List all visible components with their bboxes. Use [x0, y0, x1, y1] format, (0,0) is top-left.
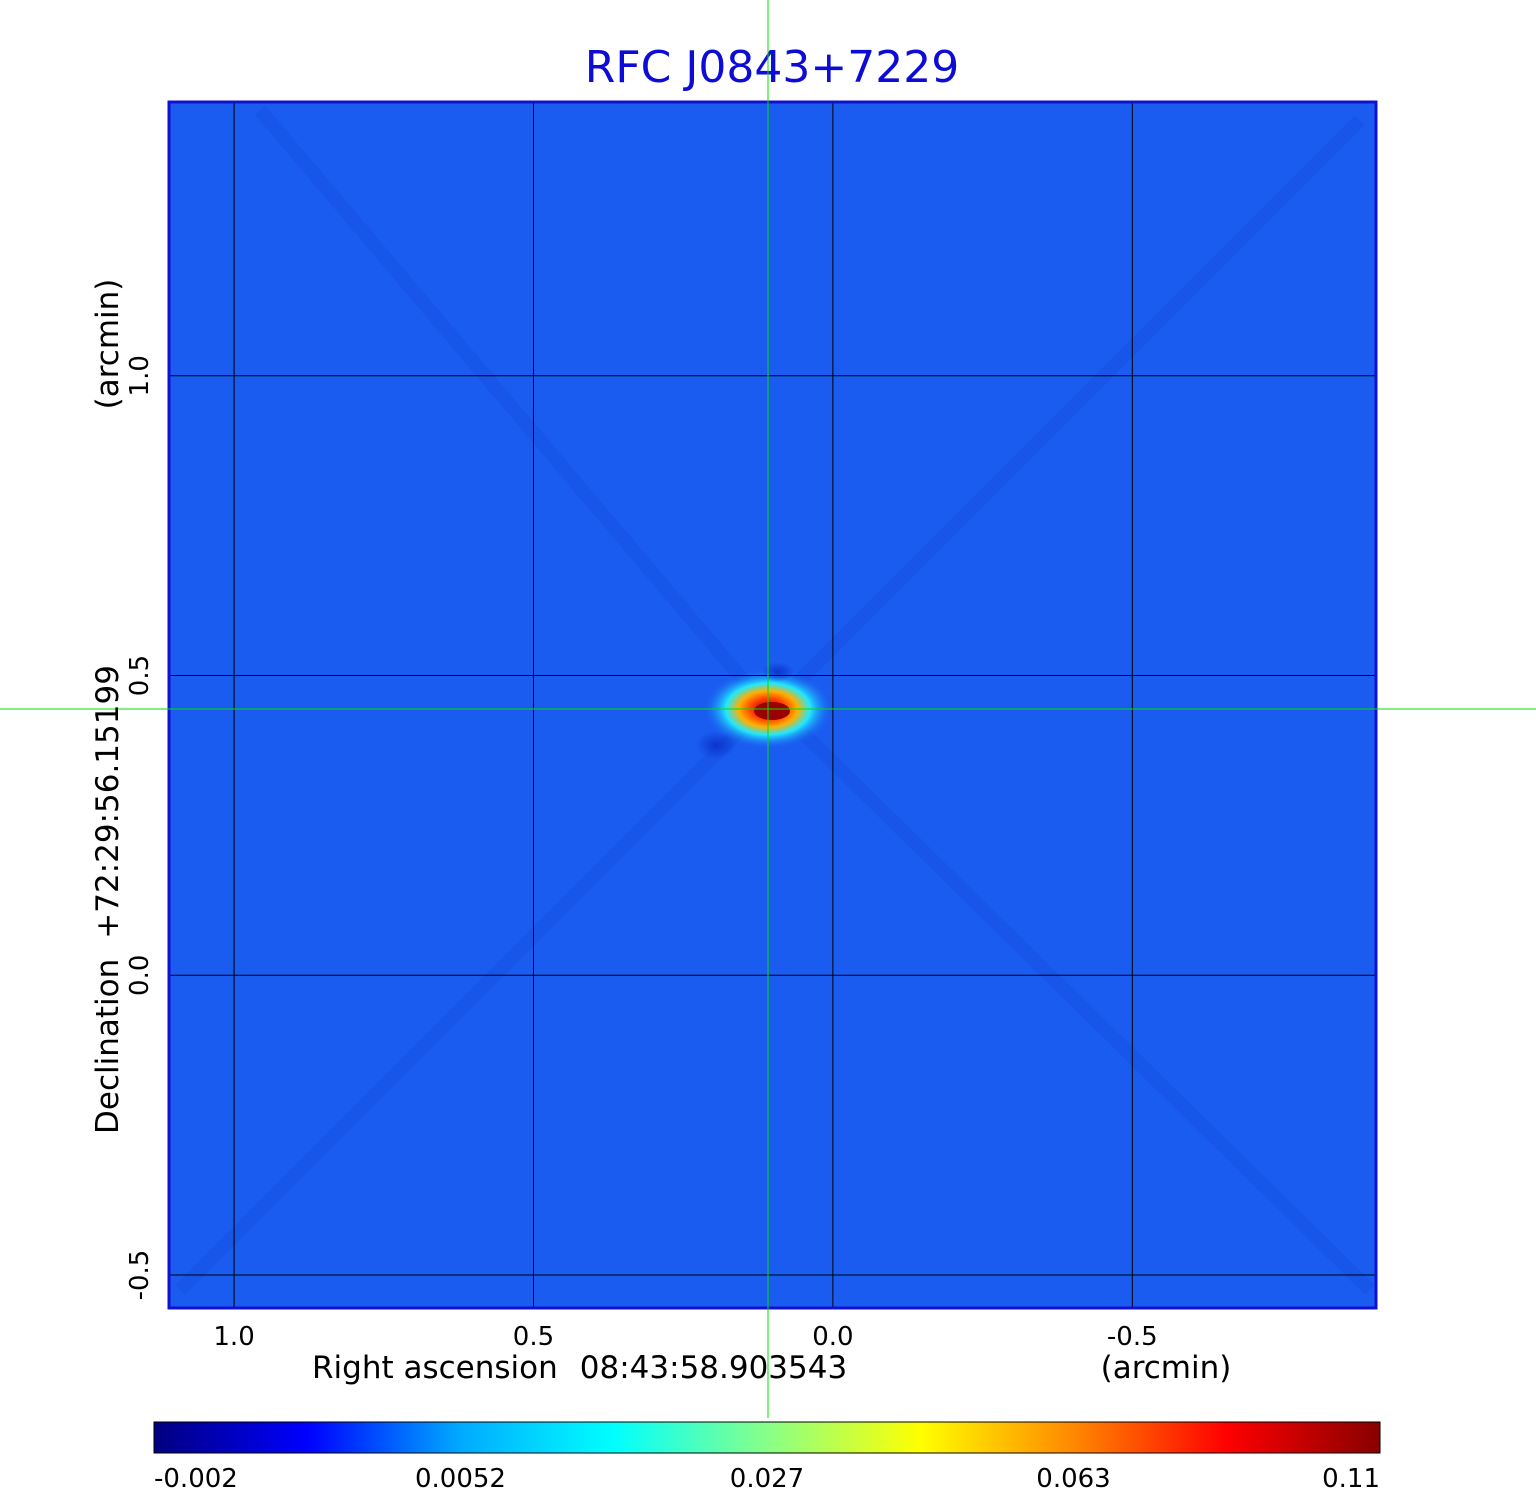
y-axis-value: +72:29:56.15199	[90, 665, 126, 939]
y-tick-labels: 1.0 0.5 0.0 -0.5	[125, 355, 155, 1300]
source-core	[754, 702, 790, 720]
chart-title: RFC J0843+7229	[585, 42, 959, 93]
x-axis-value: 08:43:58.903543	[580, 1350, 847, 1386]
x-axis-unit: (arcmin)	[1101, 1350, 1232, 1386]
x-tick-label: 0.0	[812, 1322, 853, 1352]
map-artifacts	[175, 105, 1375, 1295]
x-axis-label: Right ascension 08:43:58.903543	[312, 1350, 847, 1386]
y-axis-unit: (arcmin)	[90, 279, 126, 410]
y-axis-label: Declination +72:29:56.15199	[90, 665, 126, 1134]
colorbar-tick-label: 0.11	[1322, 1464, 1380, 1494]
y-tick-label: -0.5	[125, 1250, 155, 1301]
colorbar-tick-labels: -0.002 0.0052 0.027 0.063 0.11	[154, 1464, 1380, 1494]
colorbar: -0.002 0.0052 0.027 0.063 0.11	[153, 1421, 1381, 1494]
map-area	[167, 100, 1378, 1310]
negative-lobe-sw	[696, 731, 736, 759]
y-axis-prefix: Declination	[90, 959, 126, 1134]
colorbar-tick-label: 0.027	[730, 1464, 804, 1494]
x-tick-labels: 1.0 0.5 0.0 -0.5	[213, 1322, 1157, 1352]
colorbar-bar	[153, 1421, 1381, 1454]
x-tick-label: 0.5	[513, 1322, 554, 1352]
y-tick-label: 1.0	[125, 355, 155, 396]
grid	[170, 103, 1376, 1308]
colorbar-tick-label: -0.002	[154, 1464, 238, 1494]
negative-lobe-n	[762, 662, 794, 682]
x-tick-label: 1.0	[213, 1322, 254, 1352]
colorbar-tick-label: 0.063	[1036, 1464, 1110, 1494]
x-tick-label: -0.5	[1107, 1322, 1158, 1352]
map-frame	[167, 100, 1378, 1310]
y-tick-label: 0.5	[125, 655, 155, 696]
colorbar-tick-label: 0.0052	[415, 1464, 506, 1494]
y-tick-label: 0.0	[125, 955, 155, 996]
x-axis-prefix: Right ascension	[312, 1350, 558, 1386]
